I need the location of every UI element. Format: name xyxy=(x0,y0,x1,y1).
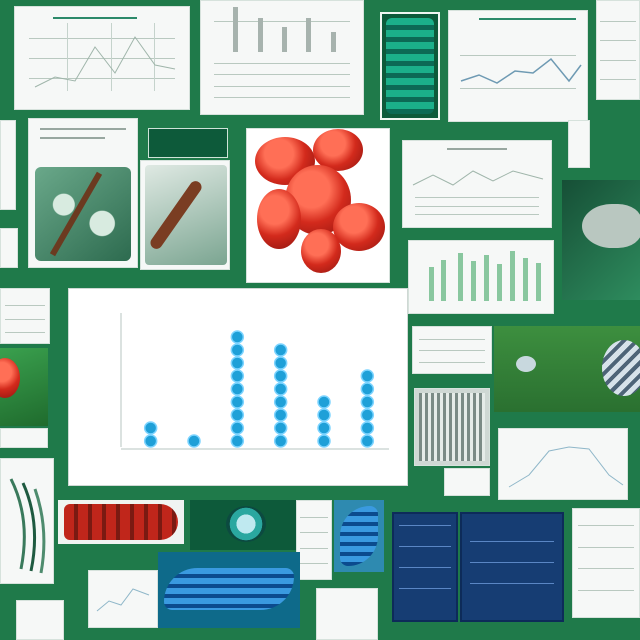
navy-blueprint-panel-1 xyxy=(392,512,458,622)
chart-bead-point xyxy=(230,343,245,357)
chart-bead-point xyxy=(360,421,375,435)
chart-bead-point xyxy=(317,408,331,422)
green-bar-chart-panel xyxy=(408,240,554,314)
green-label-card xyxy=(148,128,228,158)
curled-leaf-icon xyxy=(145,165,227,265)
mini-line-chart-panel xyxy=(14,6,190,110)
chart-svg xyxy=(120,313,389,450)
red-specimen-on-grass xyxy=(0,348,48,426)
curve-icon xyxy=(508,446,624,488)
chart-bead-point xyxy=(143,434,158,448)
chart-bead-point xyxy=(273,408,288,422)
chart-bead-point xyxy=(187,434,201,448)
chart-bead-point xyxy=(230,356,245,370)
leaf-sketch-icon xyxy=(9,478,46,574)
bar-chart-table-panel xyxy=(200,0,364,115)
table-panel-far-right xyxy=(596,0,640,100)
small-chart-bottom-left xyxy=(88,570,158,628)
wave-line-icon xyxy=(412,170,544,186)
small-table-right xyxy=(568,120,590,168)
chart-bead-point xyxy=(273,343,288,357)
chart-bead-point xyxy=(317,395,331,409)
teal-eye-icon-card xyxy=(190,500,300,550)
chart-bead-point xyxy=(230,395,245,409)
fish-photo xyxy=(494,326,640,412)
chart-bead-point xyxy=(143,421,158,435)
chart-bead-point xyxy=(273,395,288,409)
red-organ-panel xyxy=(246,128,390,283)
chart-bead-point xyxy=(230,330,245,344)
trend-line-icon xyxy=(460,57,582,84)
grey-animal-photo xyxy=(562,180,640,300)
left-table-card xyxy=(0,288,50,344)
blue-eel-strip xyxy=(158,552,300,628)
left-edge-card-2 xyxy=(0,228,18,268)
mini-curve-icon xyxy=(96,588,150,612)
chart-bead-point xyxy=(360,408,375,422)
chart-bead-point xyxy=(273,356,288,370)
left-table-card-2 xyxy=(0,428,48,448)
striped-tissue-icon xyxy=(386,18,434,114)
blue-fish-card xyxy=(334,500,384,572)
leaf-cross-section-icon xyxy=(35,167,131,261)
chart-bead-point xyxy=(230,382,245,396)
table-panel-mid-right xyxy=(412,326,492,374)
chart-bead-point xyxy=(317,434,331,448)
line-chart-panel-mid-right xyxy=(402,140,552,228)
chart-bead-point xyxy=(230,369,245,383)
chart-bead-point xyxy=(273,382,288,396)
bottom-right-table xyxy=(572,508,640,618)
small-table-card xyxy=(444,468,490,496)
eye-icon xyxy=(226,506,266,542)
line-chart-panel-top-right xyxy=(448,10,588,122)
grill-specimen-card xyxy=(414,388,490,466)
table-card-bottom xyxy=(296,500,332,580)
chart-bead-point xyxy=(360,395,375,409)
line-graph-icon xyxy=(34,36,176,88)
main-bead-chart xyxy=(68,288,408,486)
navy-blueprint-panel-2 xyxy=(460,512,564,622)
chart-bead-point xyxy=(317,421,331,435)
striped-fish-icon xyxy=(602,340,640,396)
chart-bead-point xyxy=(273,434,288,448)
chart-bead-point xyxy=(230,421,245,435)
leaf-specimen-card-1 xyxy=(28,118,138,268)
grill-icon xyxy=(419,393,485,461)
curve-chart-panel xyxy=(498,428,628,500)
chart-bead-point xyxy=(230,408,245,422)
teal-striped-specimen-panel xyxy=(380,12,440,120)
bottom-card-center xyxy=(316,588,378,640)
bottom-left-card xyxy=(16,600,64,640)
red-fin-strip xyxy=(58,500,184,544)
leaf-sketch-card xyxy=(0,458,54,584)
chart-bead-point xyxy=(360,434,375,448)
chart-bead-point xyxy=(273,421,288,435)
chart-bead-point xyxy=(360,382,375,396)
leaf-specimen-card-2 xyxy=(140,160,230,270)
chart-bead-point xyxy=(230,434,245,448)
chart-bead-point xyxy=(273,369,288,383)
small-left-card xyxy=(0,120,16,210)
chart-bead-point xyxy=(360,369,375,383)
